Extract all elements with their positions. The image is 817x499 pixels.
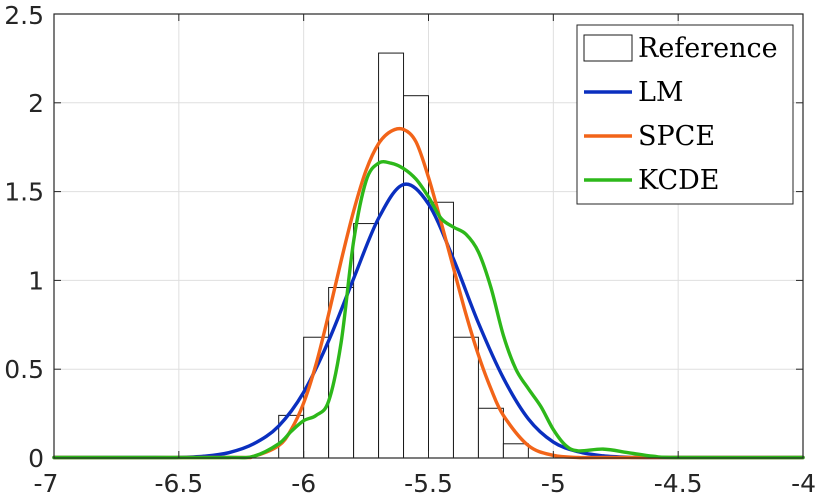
y-tick-label: 2	[28, 89, 44, 118]
x-tick-label: -4	[791, 469, 816, 498]
histogram-bar	[353, 223, 380, 459]
x-tick-label: -5	[541, 469, 566, 498]
y-tick-label: 1	[28, 266, 44, 295]
legend-swatch-reference	[583, 34, 633, 62]
legend-label-lm: LM	[638, 77, 684, 108]
series-line-kcde	[52, 159, 805, 460]
histogram-bar	[452, 336, 479, 459]
histogram-bar	[477, 407, 504, 459]
x-tick-label: -6.5	[154, 469, 203, 498]
x-tick-label: -7	[34, 469, 59, 498]
histogram-bar	[303, 336, 330, 459]
histogram-bar	[428, 201, 454, 459]
x-axis-ticks: -7 -6.5 -6 -5.5 -5 -4.5 -4	[34, 14, 816, 498]
y-tick-label: 2.5	[4, 1, 44, 30]
x-tick-label: -5.5	[404, 469, 453, 498]
histogram-bar	[378, 52, 405, 459]
y-tick-label: 0	[28, 444, 44, 473]
series-lines	[52, 126, 805, 460]
x-tick-label: -6	[291, 469, 316, 498]
legend-label-kcde: KCDE	[638, 165, 719, 196]
legend-label-reference: Reference	[638, 33, 778, 64]
legend: Reference LM SPCE KCDE	[576, 24, 794, 205]
x-tick-label: -4.5	[654, 469, 703, 498]
histogram-bars	[278, 52, 529, 459]
y-tick-label: 0.5	[4, 355, 44, 384]
histogram-bar	[502, 443, 529, 459]
histogram-bar	[403, 95, 429, 459]
y-axis-ticks: 0 0.5 1 1.5 2 2.5	[4, 1, 803, 473]
y-tick-label: 1.5	[4, 178, 44, 207]
legend-label-spce: SPCE	[638, 121, 715, 152]
